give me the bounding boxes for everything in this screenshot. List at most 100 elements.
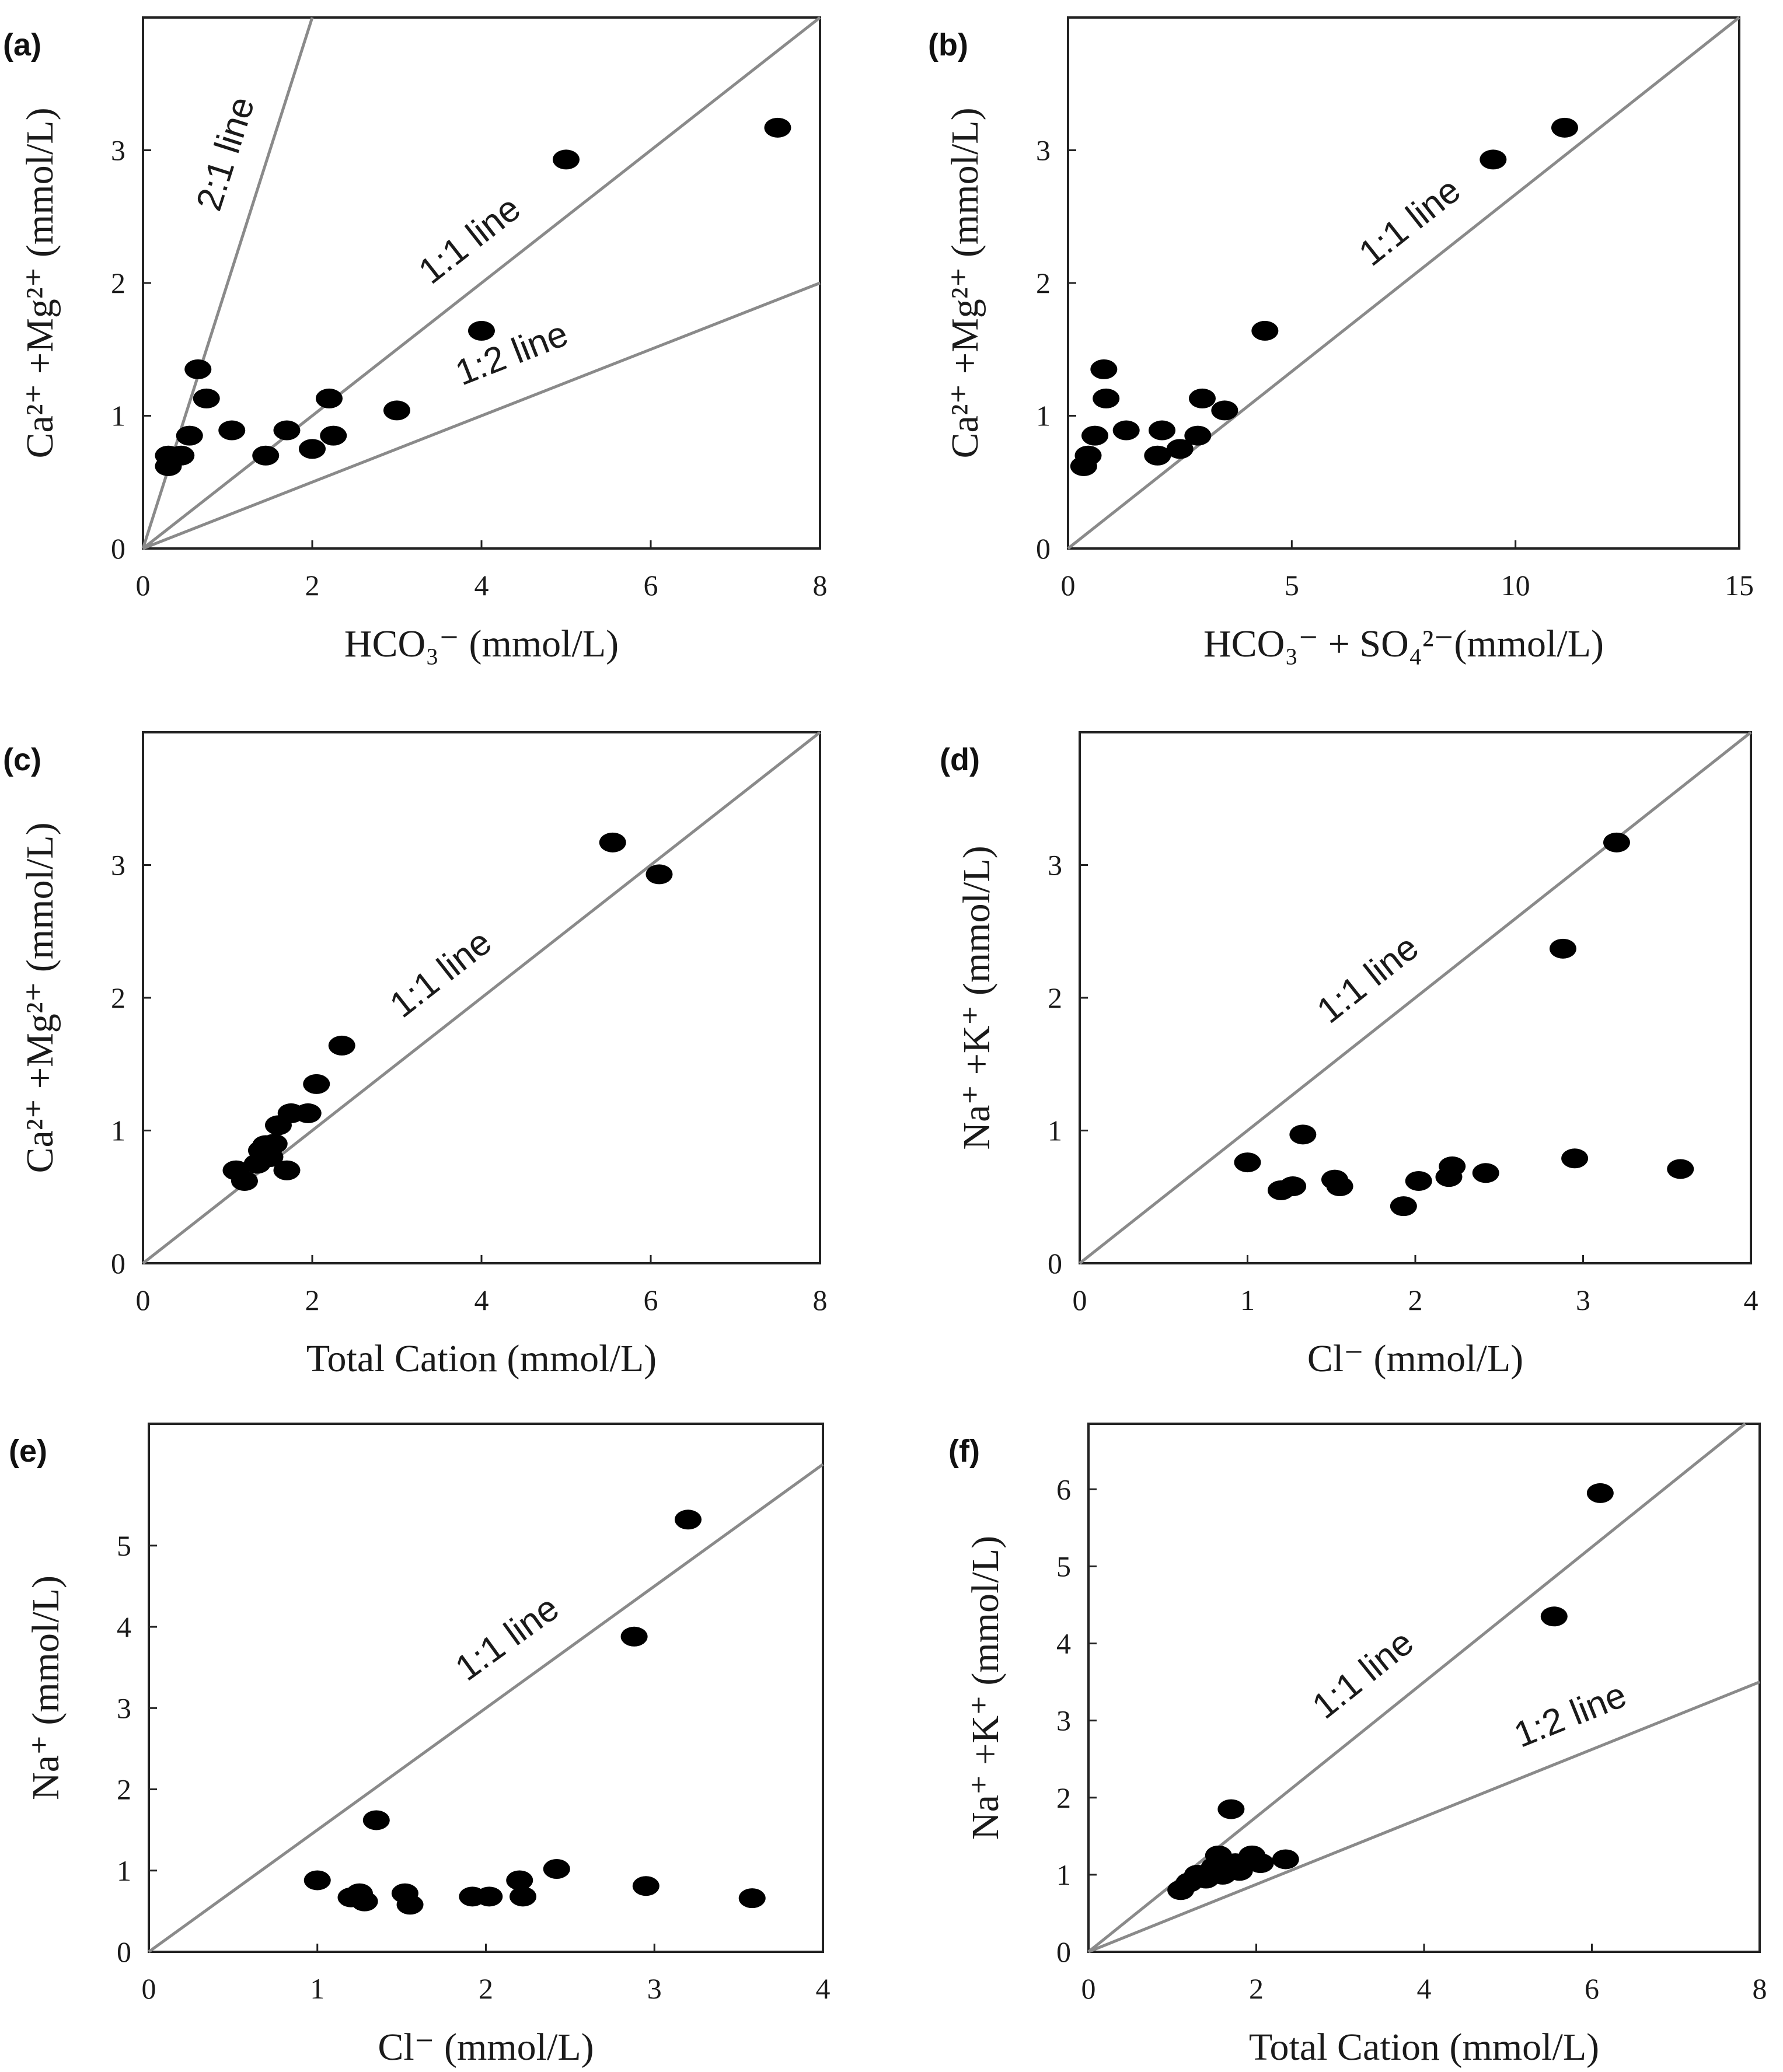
- reference-line-label: 2:1 line: [189, 92, 262, 215]
- y-tick-label: 0: [1036, 532, 1051, 565]
- reference-line: [1079, 731, 1752, 1264]
- x-tick-label: 5: [1285, 569, 1299, 602]
- x-tick-label: 4: [1417, 1972, 1432, 2005]
- data-point: [1247, 1853, 1274, 1874]
- data-point: [1667, 1159, 1694, 1179]
- y-tick-label: 4: [117, 1610, 131, 1643]
- data-point: [1217, 1799, 1245, 1819]
- data-point: [383, 400, 410, 421]
- data-point: [316, 388, 343, 408]
- y-tick-label: 1: [117, 1854, 131, 1887]
- x-axis-title: Total Cation (mmol/L): [306, 1337, 657, 1380]
- x-axis-title: Cl⁻ (mmol/L): [378, 2026, 594, 2068]
- data-point: [468, 320, 495, 341]
- reference-line: [142, 16, 821, 550]
- y-tick-label: 1: [1048, 1114, 1062, 1147]
- data-point: [1081, 425, 1108, 446]
- y-tick-label: 5: [117, 1529, 131, 1562]
- y-tick-label: 3: [111, 849, 125, 882]
- x-tick-label: 4: [474, 569, 489, 602]
- data-point: [1405, 1170, 1432, 1191]
- data-point: [1211, 400, 1238, 421]
- data-point: [184, 359, 212, 379]
- data-point: [599, 832, 626, 852]
- data-point: [675, 1510, 702, 1530]
- data-point: [1166, 439, 1194, 459]
- data-point: [510, 1886, 537, 1907]
- data-point: [1184, 425, 1212, 446]
- data-point: [303, 1870, 331, 1891]
- data-point: [193, 388, 220, 408]
- data-point: [1074, 445, 1102, 466]
- data-point: [1272, 1849, 1299, 1870]
- y-axis-title: Ca²⁺ +Mg²⁺ (mmol/L): [19, 107, 61, 458]
- x-tick-label: 2: [305, 569, 320, 602]
- data-point: [1149, 420, 1175, 441]
- data-point: [176, 425, 203, 446]
- data-point: [1090, 359, 1118, 379]
- data-point: [320, 425, 347, 446]
- panel-label: (c): [3, 742, 41, 777]
- data-point: [362, 1810, 390, 1830]
- x-tick-label: 2: [479, 1972, 493, 2005]
- reference-line-label: 1:1 line: [1352, 170, 1468, 274]
- data-point: [1603, 832, 1630, 852]
- chart-panel-a: (a) 0 2 4 6 8 0 1 2 3 HCO₃⁻ (mmol/L) Ca²⁺ +Mg²⁺ (mm…: [3, 16, 828, 665]
- data-point: [1472, 1163, 1499, 1183]
- x-tick-label: 0: [136, 569, 151, 602]
- data-point: [1480, 149, 1507, 170]
- y-tick-label: 3: [1036, 134, 1051, 167]
- x-tick-label: 0: [136, 1284, 151, 1316]
- data-point: [351, 1891, 378, 1912]
- y-axis-title: Na⁺ +K⁺ (mmol/L): [964, 1536, 1007, 1840]
- chart-panel-d: (d) 0 1 2 3 4 0 1 2 3 Cl⁻ (mmol/L) Na⁺ +K⁺ (mmol/L)…: [940, 731, 1758, 1380]
- x-tick-label: 2: [1408, 1284, 1423, 1316]
- x-tick-label: 4: [474, 1284, 489, 1316]
- y-tick-label: 1: [1056, 1858, 1071, 1891]
- data-point: [1289, 1124, 1317, 1145]
- x-tick-label: 3: [647, 1972, 662, 2005]
- panel-label: (a): [3, 27, 41, 62]
- x-tick-label: 8: [1753, 1972, 1767, 2005]
- y-axis-title: Na⁺ (mmol/L): [25, 1575, 67, 1800]
- y-tick-label: 3: [111, 134, 125, 167]
- y-tick-label: 2: [117, 1773, 131, 1806]
- data-point: [1093, 388, 1120, 408]
- data-point: [1561, 1148, 1589, 1169]
- data-point: [299, 439, 326, 459]
- y-tick-label: 0: [117, 1935, 131, 1968]
- x-tick-label: 0: [1081, 1972, 1096, 2005]
- data-point: [294, 1103, 322, 1123]
- y-tick-label: 6: [1056, 1473, 1071, 1505]
- x-tick-label: 1: [310, 1972, 325, 2005]
- x-tick-label: 3: [1576, 1284, 1590, 1316]
- y-tick-label: 2: [1048, 981, 1062, 1014]
- data-point: [396, 1895, 424, 1915]
- plot-frame: [148, 1423, 824, 1953]
- x-tick-label: 4: [1744, 1284, 1758, 1316]
- x-tick-label: 0: [1061, 569, 1076, 602]
- x-tick-label: 6: [1585, 1972, 1599, 2005]
- reference-line-label: 1:1 line: [1305, 1622, 1421, 1727]
- reference-line-label: 1:1 line: [382, 922, 499, 1026]
- data-point: [738, 1888, 766, 1909]
- y-tick-label: 0: [1056, 1935, 1071, 1968]
- data-point: [764, 117, 791, 138]
- y-tick-label: 2: [1056, 1781, 1071, 1814]
- x-tick-label: 6: [644, 569, 658, 602]
- data-point: [1234, 1152, 1261, 1173]
- x-axis-title: HCO₃⁻ + SO₄²⁻(mmol/L): [1203, 623, 1604, 665]
- x-axis-title: Total Cation (mmol/L): [1249, 2026, 1599, 2068]
- reference-line: [1087, 1423, 1746, 1953]
- x-tick-label: 6: [644, 1284, 658, 1316]
- y-axis-title: Ca²⁺ +Mg²⁺ (mmol/L): [944, 107, 986, 458]
- reference-line: [148, 1463, 824, 1954]
- reference-line-label: 1:2 line: [1509, 1675, 1632, 1756]
- y-tick-label: 3: [1056, 1704, 1071, 1737]
- data-point: [645, 864, 673, 885]
- reference-line: [142, 281, 821, 550]
- x-axis-title: HCO₃⁻ (mmol/L): [344, 623, 619, 665]
- y-tick-label: 0: [111, 1247, 125, 1280]
- reference-line-label: 1:2 line: [450, 313, 573, 393]
- y-tick-label: 2: [111, 981, 125, 1014]
